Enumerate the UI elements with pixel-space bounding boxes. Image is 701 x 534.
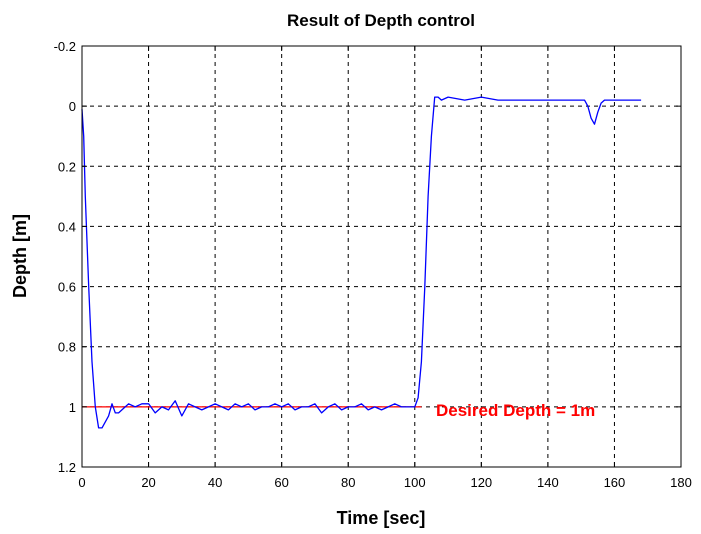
x-tick-label: 60 xyxy=(274,475,288,490)
plot-frame xyxy=(81,45,682,468)
y-tick-label: 0.6 xyxy=(58,280,76,295)
y-tick-label: 1.2 xyxy=(58,460,76,475)
x-tick-label: 140 xyxy=(537,475,559,490)
series-group xyxy=(81,96,642,429)
y-tick-label: 0.4 xyxy=(58,219,76,234)
y-tick-label: 0.2 xyxy=(58,159,76,174)
measured-depth-line xyxy=(81,96,642,429)
grid xyxy=(82,46,681,467)
x-tick-label: 0 xyxy=(78,475,85,490)
x-tick-label: 120 xyxy=(470,475,492,490)
y-tick-label: 1 xyxy=(69,400,76,415)
x-tick-label: 40 xyxy=(208,475,222,490)
x-tick-label: 180 xyxy=(670,475,692,490)
x-tick-label: 100 xyxy=(404,475,426,490)
y-tick-label: -0.2 xyxy=(54,39,76,54)
x-tick-label: 20 xyxy=(141,475,155,490)
y-tick-label: 0.8 xyxy=(58,340,76,355)
desired-depth-annotation: Desired Depth = 1m xyxy=(436,401,595,420)
x-axis-label: Time [sec] xyxy=(337,508,426,528)
chart-title: Result of Depth control xyxy=(287,11,475,30)
y-tick-label: 0 xyxy=(69,99,76,114)
tick-group xyxy=(81,45,682,468)
x-tick-label: 80 xyxy=(341,475,355,490)
tick-label-group: 0 20 40 60 80 100 120 140 160 180 -0.2 0 0.2 0.4 0.6 0.… xyxy=(54,39,692,490)
x-tick-label: 160 xyxy=(604,475,626,490)
y-axis-label: Depth [m] xyxy=(10,214,30,298)
